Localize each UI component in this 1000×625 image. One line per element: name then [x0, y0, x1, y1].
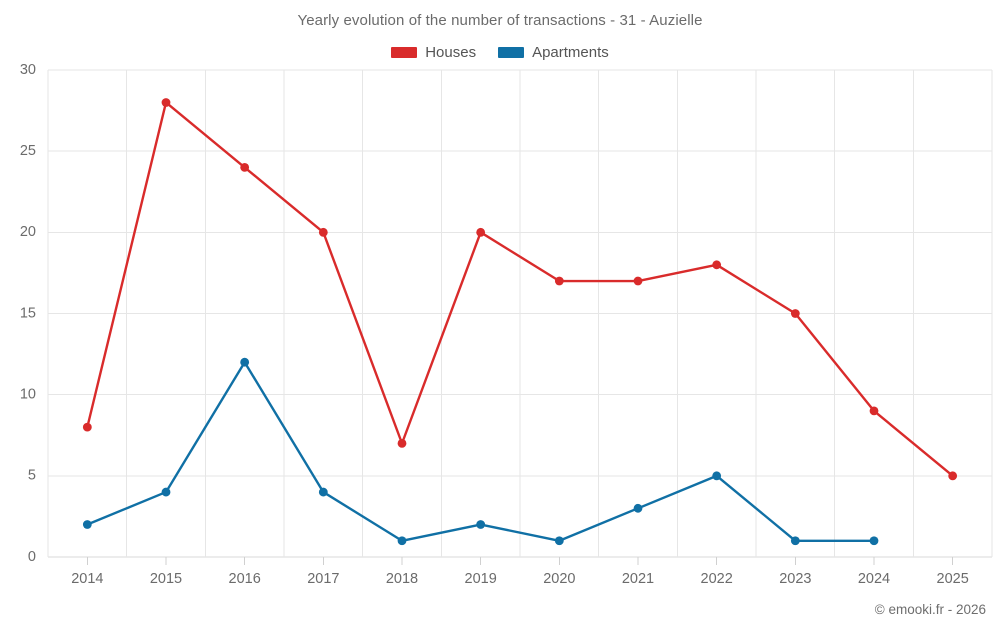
data-point-apartments-2017[interactable] — [318, 487, 328, 497]
data-point-apartments-2015[interactable] — [161, 487, 171, 497]
data-point-apartments-2014[interactable] — [82, 520, 92, 529]
data-point-apartments-2021[interactable] — [633, 503, 643, 513]
y-axis-tick-label: 0 — [28, 549, 36, 565]
chart-legend: Houses Apartments — [0, 44, 1000, 61]
data-point-apartments-2020[interactable] — [554, 536, 564, 546]
data-point-apartments-2024[interactable] — [869, 536, 879, 546]
data-point-houses-2023[interactable] — [790, 309, 800, 318]
y-axis-tick-label: 15 — [20, 305, 36, 321]
legend-item-apartments[interactable]: Apartments — [498, 44, 609, 61]
data-point-houses-2019[interactable] — [476, 227, 486, 237]
data-point-houses-2024[interactable] — [869, 406, 879, 416]
legend-swatch-apartments — [498, 47, 525, 58]
legend-item-houses[interactable]: Houses — [391, 44, 476, 61]
data-point-houses-2015[interactable] — [161, 98, 171, 107]
data-point-apartments-2018[interactable] — [397, 536, 407, 546]
x-axis-tick-label: 2022 — [701, 571, 733, 587]
legend-swatch-houses — [391, 47, 418, 58]
legend-label-apartments: Apartments — [532, 44, 609, 61]
chart-title: Yearly evolution of the number of transa… — [297, 12, 703, 29]
x-axis-tick-label: 2017 — [307, 571, 339, 587]
x-axis-tick-label: 2015 — [150, 571, 182, 587]
x-axis-tick-label: 2025 — [937, 571, 969, 587]
y-axis-tick-label: 30 — [20, 62, 36, 78]
data-point-houses-2017[interactable] — [318, 227, 328, 237]
data-point-apartments-2016[interactable] — [240, 357, 250, 367]
data-point-houses-2020[interactable] — [554, 276, 564, 286]
x-axis-tick-label: 2020 — [543, 571, 575, 587]
data-point-apartments-2022[interactable] — [712, 471, 722, 481]
x-axis-tick-label: 2021 — [622, 571, 654, 587]
x-axis-tick-label: 2018 — [386, 571, 418, 587]
data-point-houses-2022[interactable] — [712, 260, 722, 270]
x-axis-tick-label: 2019 — [465, 571, 497, 587]
data-point-houses-2018[interactable] — [397, 438, 407, 448]
data-point-houses-2025[interactable] — [948, 471, 958, 481]
x-axis-tick-label: 2014 — [71, 571, 103, 587]
credit-text: © emooki.fr - 2026 — [874, 602, 986, 617]
legend-label-houses: Houses — [425, 44, 477, 61]
x-axis-tick-label: 2023 — [779, 571, 811, 587]
y-axis-tick-label: 20 — [20, 224, 36, 240]
data-point-apartments-2019[interactable] — [476, 520, 486, 529]
data-point-houses-2021[interactable] — [633, 276, 643, 286]
data-point-apartments-2023[interactable] — [790, 536, 800, 546]
y-axis-tick-label: 10 — [20, 386, 36, 402]
y-axis-tick-label: 25 — [20, 143, 36, 159]
data-point-houses-2014[interactable] — [82, 422, 92, 432]
x-axis-tick-label: 2024 — [858, 571, 890, 587]
data-point-houses-2016[interactable] — [240, 163, 250, 172]
x-axis-tick-label: 2016 — [229, 571, 261, 587]
series-line-houses — [86, 101, 954, 478]
y-axis-tick-label: 5 — [28, 468, 36, 484]
